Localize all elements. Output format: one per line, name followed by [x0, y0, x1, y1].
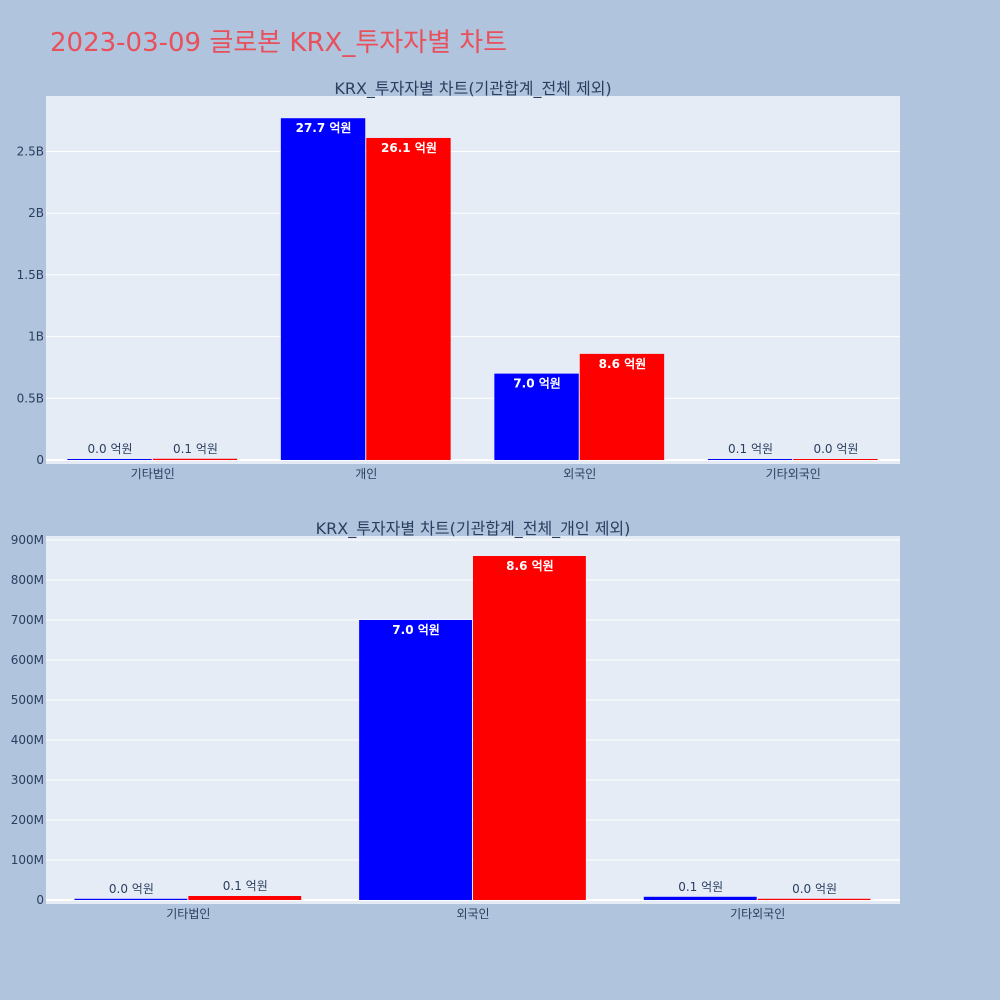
bar [74, 898, 188, 900]
bar-value-label: 0.0 억원 [88, 442, 133, 456]
bar-value-label: 0.0 억원 [792, 882, 837, 896]
x-tick-label: 기타법인 [166, 907, 210, 921]
bar-value-label: 27.7 억원 [296, 121, 352, 135]
bar [359, 620, 472, 900]
bar-value-label: 0.1 억원 [223, 879, 268, 893]
y-tick-label: 2B [28, 206, 44, 220]
x-tick-label: 개인 [355, 467, 377, 481]
bar-value-label: 7.0 억원 [513, 377, 561, 391]
y-tick-label: 500M [11, 693, 44, 707]
bar-value-label: 8.6 억원 [506, 559, 554, 573]
bar-value-label: 0.1 억원 [678, 880, 723, 894]
y-tick-label: 1B [28, 330, 44, 344]
x-tick-label: 외국인 [456, 907, 489, 921]
bar-value-label: 0.1 억원 [173, 442, 218, 456]
bar [643, 896, 757, 900]
y-tick-label: 0 [36, 893, 44, 907]
bar-value-label: 0.0 억원 [109, 882, 154, 896]
y-tick-label: 600M [11, 653, 44, 667]
bar-value-label: 26.1 억원 [381, 141, 437, 155]
y-tick-label: 800M [11, 573, 44, 587]
bar [473, 556, 586, 900]
bar [757, 898, 871, 900]
bar [152, 458, 238, 460]
bar [366, 137, 451, 460]
y-tick-label: 900M [11, 533, 44, 547]
y-tick-label: 400M [11, 733, 44, 747]
bar [188, 896, 302, 900]
y-tick-label: 300M [11, 773, 44, 787]
chart-bottom: KRX_투자자별 차트(기관합계_전체_개인 제외) 0 100M 200M 300M 4… [11, 519, 900, 921]
x-tick-label: 외국인 [563, 467, 596, 481]
bar [579, 353, 665, 460]
bar [793, 459, 878, 460]
page-title: 2023-03-09 글로본 KRX_투자자별 차트 [50, 28, 508, 58]
bar [280, 118, 366, 460]
bar-value-label: 7.0 억원 [392, 623, 440, 637]
bar [494, 373, 579, 460]
y-tick-label: 2.5B [17, 145, 44, 159]
y-tick-label: 200M [11, 813, 44, 827]
bar [707, 459, 793, 460]
x-tick-label: 기타외국인 [730, 907, 785, 921]
chart-title: KRX_투자자별 차트(기관합계_전체 제외) [334, 79, 611, 99]
y-tick-label: 0.5B [17, 391, 44, 405]
chart-top: KRX_투자자별 차트(기관합계_전체 제외) 0 0.5B 1B 1.5B 2B 2.5B… [17, 79, 900, 481]
bar-value-label: 8.6 억원 [599, 357, 647, 371]
x-tick-label: 기타법인 [131, 467, 175, 481]
bar-value-label: 0.0 억원 [813, 442, 858, 456]
y-tick-label: 0 [36, 453, 44, 467]
y-tick-label: 700M [11, 613, 44, 627]
y-tick-label: 100M [11, 853, 44, 867]
chart-title: KRX_투자자별 차트(기관합계_전체_개인 제외) [316, 519, 631, 539]
bar [67, 459, 152, 460]
x-tick-label: 기타외국인 [766, 467, 821, 481]
bar-value-label: 0.1 억원 [728, 442, 773, 456]
plot-area [46, 96, 900, 464]
y-tick-label: 1.5B [17, 268, 44, 282]
